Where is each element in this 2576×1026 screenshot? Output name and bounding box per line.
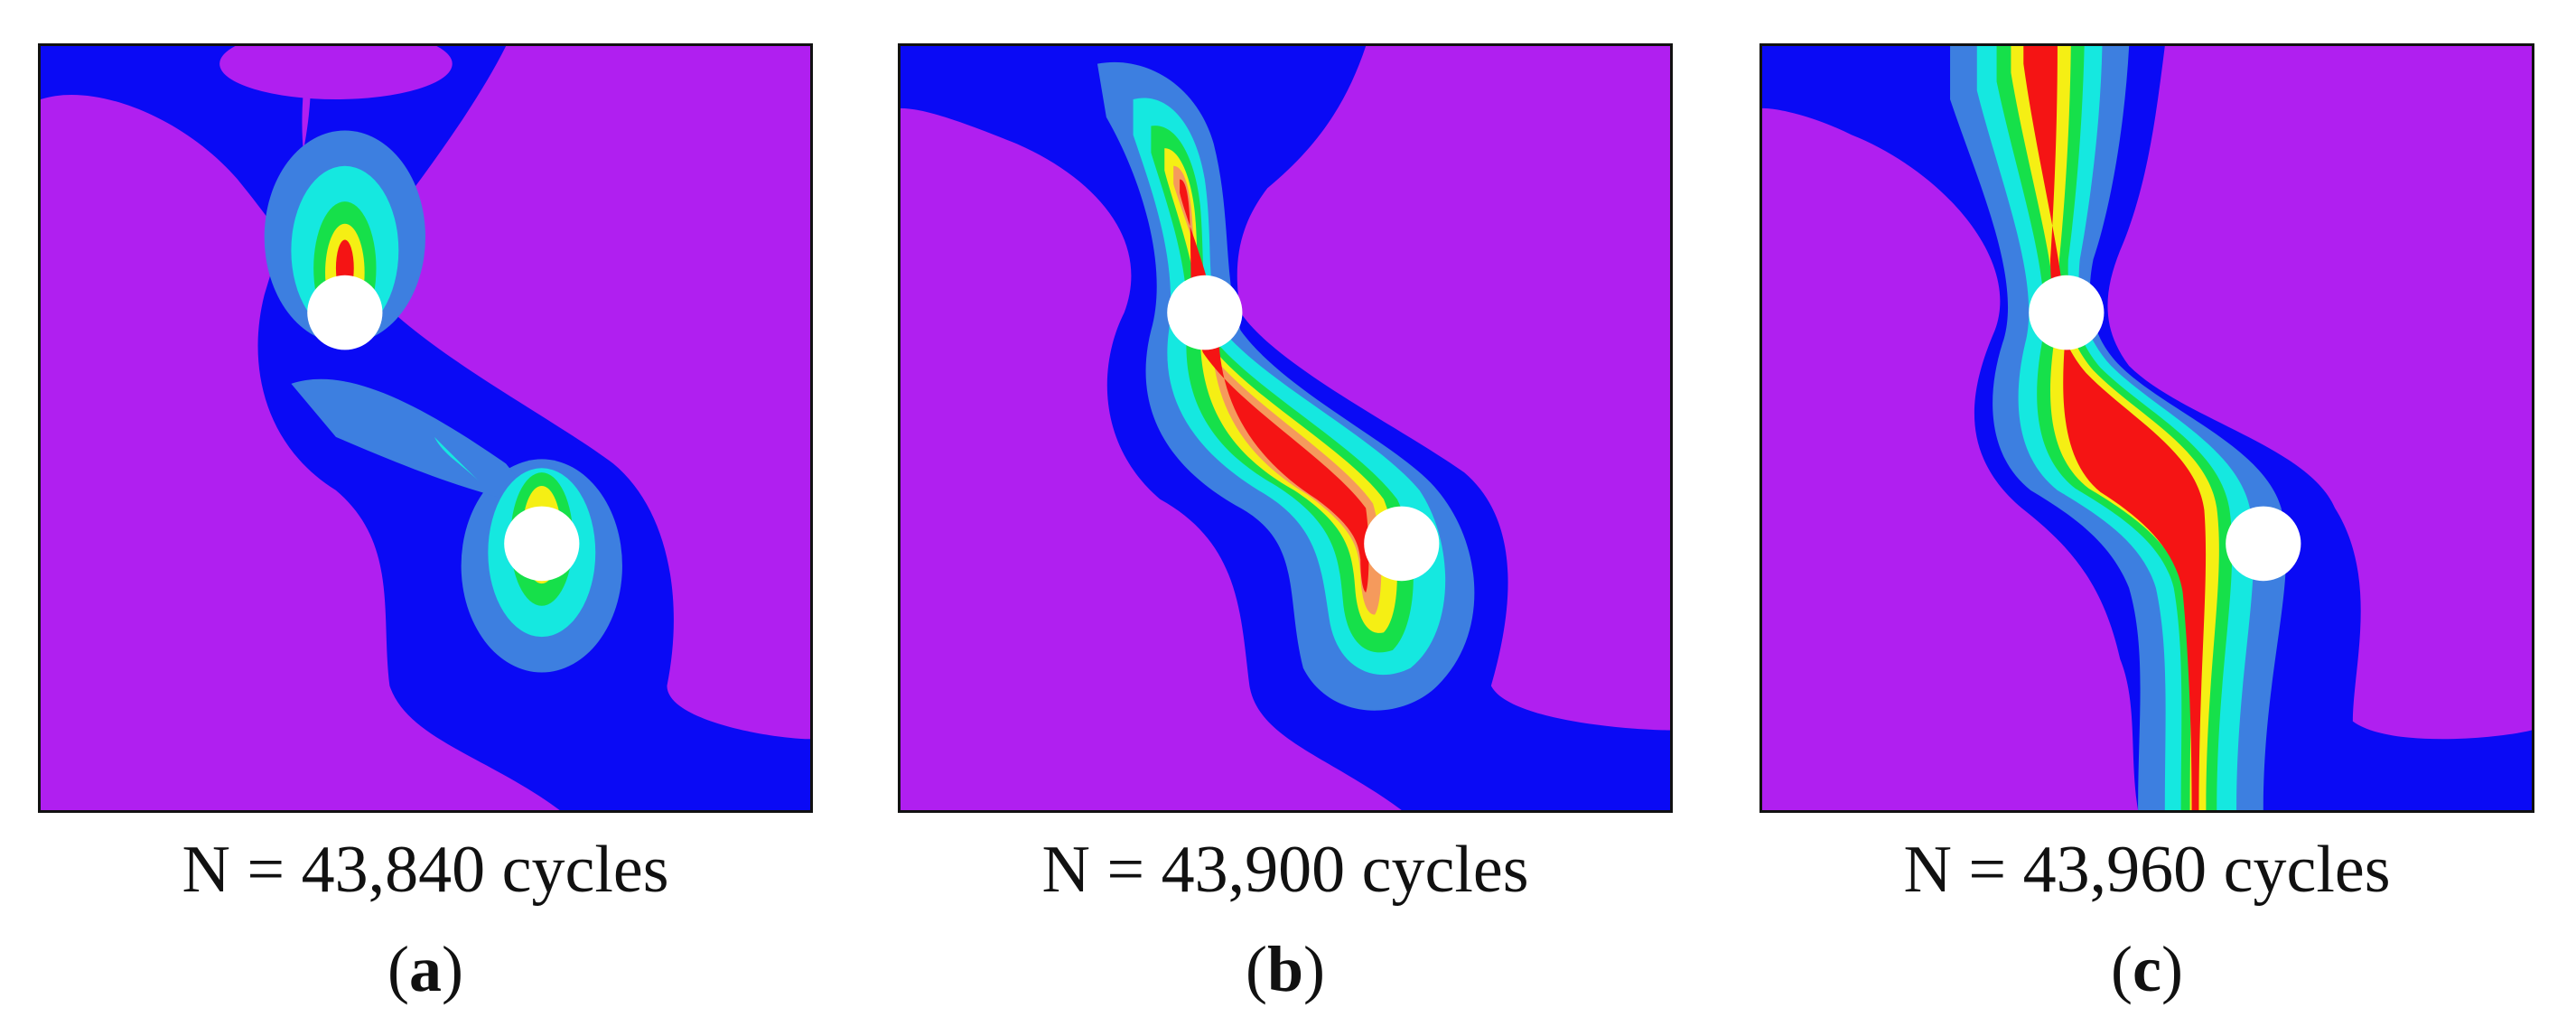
panel-a: N = 43,840 cycles (a) xyxy=(38,0,815,1026)
panel-b: N = 43,900 cycles (b) xyxy=(898,0,1675,1026)
contour-map-c xyxy=(1762,46,2532,810)
contour-plot-c xyxy=(1759,43,2534,813)
contour-map-b xyxy=(901,46,1670,810)
contour-map-a xyxy=(41,46,810,810)
contour-plot-a xyxy=(38,43,813,813)
cycle-count-c: N = 43,960 cycles xyxy=(1903,833,2391,907)
cycle-count-b: N = 43,900 cycles xyxy=(1041,833,1529,907)
panel-c: N = 43,960 cycles (c) xyxy=(1759,0,2536,1026)
contour-plot-b xyxy=(898,43,1673,813)
cycle-count-a: N = 43,840 cycles xyxy=(182,833,669,907)
panel-label-c: (c) xyxy=(2111,933,2183,1005)
panel-label-b: (b) xyxy=(1245,933,1325,1005)
panel-label-a: (a) xyxy=(387,933,463,1005)
